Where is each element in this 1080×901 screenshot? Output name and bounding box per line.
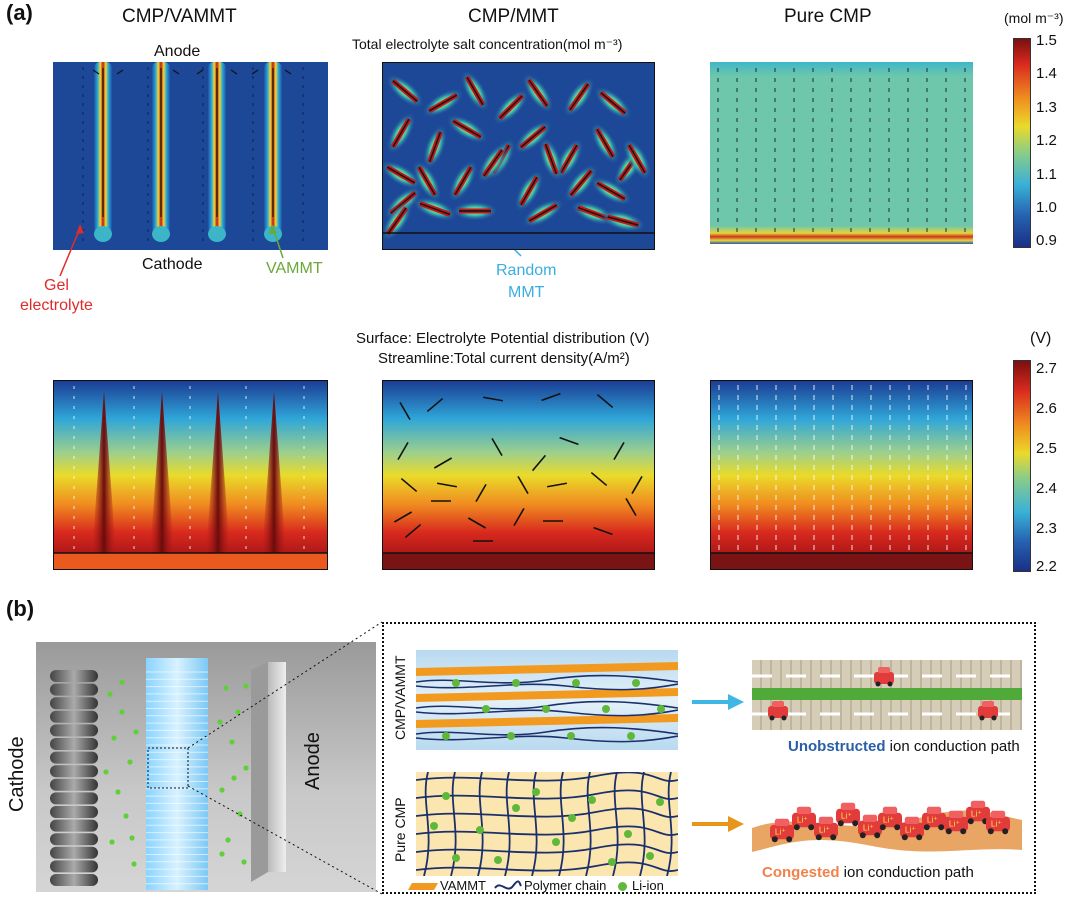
svg-text:Li⁺: Li⁺ xyxy=(841,810,852,820)
battery-illustration xyxy=(36,642,376,892)
legend-li-swatch xyxy=(618,882,627,891)
colorbar-concentration xyxy=(1013,38,1031,248)
concentration-plot-pure xyxy=(710,62,973,244)
random-mmt-label: Random MMT xyxy=(496,262,557,301)
potential-title-2: Streamline:Total current density(A/m²) xyxy=(378,350,630,367)
gel-electrolyte-label: Gel electrolyte xyxy=(20,277,93,314)
unobstructed-word: Unobstructed xyxy=(788,738,886,755)
svg-text:Li⁺: Li⁺ xyxy=(971,808,982,818)
svg-text:Li⁺: Li⁺ xyxy=(949,818,960,828)
potential-title-1: Surface: Electrolyte Potential distribut… xyxy=(356,330,650,347)
svg-text:Li⁺: Li⁺ xyxy=(797,814,808,824)
congested-word: Congested xyxy=(762,864,840,881)
legend-li-label: Li-ion xyxy=(632,878,664,893)
vammt-label: VAMMT xyxy=(266,260,323,277)
zoom-box xyxy=(382,622,1036,894)
column-title-vammt: CMP/VAMMT xyxy=(122,6,237,27)
svg-text:Li⁺: Li⁺ xyxy=(905,824,916,834)
colorbar-2-ticks: 2.7 2.6 2.5 2.4 2.3 2.2 xyxy=(1036,360,1057,575)
pure-cmp-structure-diagram xyxy=(415,771,679,877)
potential-plot-mmt xyxy=(382,380,655,570)
conduction-arrows xyxy=(692,694,744,832)
concentration-plot-vammt xyxy=(53,62,328,250)
unobstructed-road xyxy=(752,660,1022,730)
row-label-pure: Pure CMP xyxy=(392,797,408,862)
panel-b-label: (b) xyxy=(6,596,35,621)
potential-plot-pure xyxy=(710,380,973,570)
colorbar-potential xyxy=(1013,360,1031,572)
colorbar-1-ticks: 1.5 1.4 1.3 1.2 1.1 1.0 0.9 xyxy=(1036,32,1057,249)
colorbar-2-unit: (V) xyxy=(1030,330,1052,347)
svg-text:Li⁺: Li⁺ xyxy=(775,826,786,836)
potential-plot-vammt xyxy=(53,380,328,570)
unobstructed-caption: Unobstructed ion conduction path xyxy=(788,738,1020,755)
legend-vammt-label: VAMMT xyxy=(440,878,486,893)
panel-a-label: (a) xyxy=(6,0,33,25)
column-title-mmt: CMP/MMT xyxy=(468,6,559,27)
colorbar-1-unit: (mol m⁻³) xyxy=(1004,10,1064,26)
congested-road: Li⁺ Li⁺ Li⁺ Li⁺ Li⁺ Li⁺ Li⁺ Li⁺ Li⁺ Li⁺ Li⁺ xyxy=(752,790,1022,860)
unobstructed-rest: ion conduction path xyxy=(885,738,1020,755)
concentration-plot-mmt xyxy=(382,62,655,250)
congested-rest: ion conduction path xyxy=(839,864,974,881)
concentration-title: Total electrolyte salt concentration(mol… xyxy=(352,36,623,52)
column-title-pure: Pure CMP xyxy=(784,6,872,27)
legend-chain-label: Polymer chain xyxy=(524,878,607,893)
svg-text:Li⁺: Li⁺ xyxy=(991,818,1002,828)
svg-text:Li⁺: Li⁺ xyxy=(883,814,894,824)
vammt-structure-diagram xyxy=(415,650,679,750)
svg-text:Li⁺: Li⁺ xyxy=(863,822,874,832)
legend-vammt-swatch xyxy=(407,883,439,890)
row-label-vammt: CMP/VAMMT xyxy=(392,655,408,740)
svg-text:Li⁺: Li⁺ xyxy=(927,814,938,824)
svg-text:Li⁺: Li⁺ xyxy=(819,824,830,834)
anode-label-a: Anode xyxy=(154,43,201,60)
legend-chain-swatch xyxy=(494,880,522,890)
congested-caption: Congested ion conduction path xyxy=(762,864,974,881)
cathode-label-a: Cathode xyxy=(142,256,203,273)
